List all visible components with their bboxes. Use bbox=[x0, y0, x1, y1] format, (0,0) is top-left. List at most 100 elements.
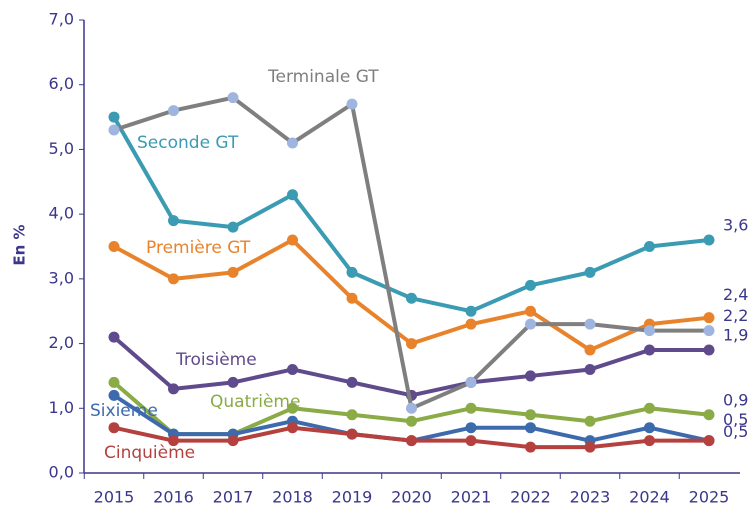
series-name: Cinquième bbox=[104, 443, 195, 463]
point bbox=[168, 435, 179, 447]
point bbox=[584, 318, 596, 330]
point bbox=[346, 409, 358, 421]
point bbox=[346, 98, 358, 110]
point bbox=[644, 241, 655, 252]
y-tick-label: 6,0 bbox=[49, 74, 74, 93]
series-name: Sixième bbox=[90, 401, 158, 421]
point bbox=[406, 402, 417, 414]
x-tick-label: 2020 bbox=[391, 488, 432, 507]
point bbox=[108, 124, 120, 136]
y-tick-label: 3,0 bbox=[49, 268, 74, 287]
value-label: 1,9 bbox=[723, 326, 748, 345]
y-tick-label: 4,0 bbox=[49, 204, 74, 223]
point bbox=[406, 435, 417, 447]
point bbox=[346, 376, 358, 388]
point bbox=[227, 435, 239, 447]
point bbox=[108, 241, 120, 252]
point bbox=[525, 422, 536, 434]
value-label: 0,9 bbox=[723, 390, 748, 409]
point bbox=[465, 376, 477, 388]
point bbox=[644, 402, 655, 414]
point bbox=[703, 234, 715, 246]
x-tick-label: 2019 bbox=[332, 488, 373, 507]
point bbox=[168, 105, 179, 117]
point bbox=[406, 415, 417, 427]
point bbox=[525, 409, 536, 421]
point bbox=[584, 363, 596, 375]
point bbox=[465, 402, 477, 414]
point bbox=[703, 409, 715, 421]
y-tick-label: 7,0 bbox=[49, 10, 74, 29]
point bbox=[287, 363, 298, 375]
point bbox=[525, 441, 536, 453]
x-tick-label: 2017 bbox=[213, 488, 254, 507]
y-tick-label: 0,0 bbox=[49, 463, 74, 482]
point bbox=[287, 189, 298, 201]
point bbox=[346, 266, 358, 278]
point bbox=[406, 292, 417, 304]
point bbox=[227, 92, 239, 104]
point bbox=[703, 325, 715, 337]
x-tick-label: 2021 bbox=[451, 488, 492, 507]
point bbox=[644, 344, 655, 356]
value-label: 3,6 bbox=[723, 216, 748, 235]
point bbox=[287, 422, 298, 434]
series-name: Terminale GT bbox=[267, 67, 379, 87]
x-tick-label: 2025 bbox=[689, 488, 730, 507]
y-axis-label: En % bbox=[11, 224, 29, 265]
point bbox=[525, 370, 536, 382]
value-label: 2,2 bbox=[723, 306, 748, 325]
point bbox=[525, 305, 536, 317]
point bbox=[465, 318, 477, 330]
point bbox=[168, 215, 179, 227]
x-tick-label: 2022 bbox=[510, 488, 551, 507]
point bbox=[644, 325, 655, 337]
y-tick-label: 2,0 bbox=[49, 333, 74, 352]
point bbox=[287, 137, 298, 149]
point bbox=[584, 415, 596, 427]
point bbox=[108, 376, 120, 388]
x-tick-label: 2015 bbox=[94, 488, 135, 507]
point bbox=[465, 435, 477, 447]
point bbox=[108, 422, 120, 434]
point bbox=[287, 402, 298, 414]
point bbox=[703, 435, 715, 447]
series-name: Quatrième bbox=[210, 392, 300, 412]
point bbox=[703, 344, 715, 356]
point bbox=[227, 376, 239, 388]
point bbox=[525, 279, 536, 291]
x-tick-label: 2023 bbox=[570, 488, 611, 507]
point bbox=[108, 111, 120, 123]
point bbox=[108, 331, 120, 343]
point bbox=[584, 344, 596, 356]
y-tick-label: 5,0 bbox=[49, 139, 74, 158]
point bbox=[346, 428, 358, 440]
series-name: Première GT bbox=[146, 238, 251, 258]
value-label: 0,5 bbox=[723, 422, 748, 441]
point bbox=[227, 221, 239, 233]
point bbox=[644, 422, 655, 434]
point bbox=[584, 266, 596, 278]
point bbox=[168, 273, 179, 285]
point bbox=[584, 441, 596, 453]
point bbox=[703, 312, 715, 324]
point bbox=[644, 435, 655, 447]
point bbox=[287, 234, 298, 246]
point bbox=[465, 305, 477, 317]
value-label: 0,5 bbox=[723, 410, 748, 429]
series-name: Troisième bbox=[175, 350, 257, 370]
series-name: Seconde GT bbox=[137, 133, 239, 153]
point bbox=[406, 338, 417, 350]
point bbox=[227, 266, 239, 278]
value-label: 2,4 bbox=[723, 285, 748, 304]
point bbox=[465, 422, 477, 434]
x-tick-label: 2024 bbox=[629, 488, 670, 507]
point bbox=[346, 292, 358, 304]
point bbox=[108, 389, 120, 401]
point bbox=[525, 318, 536, 330]
point bbox=[168, 383, 179, 395]
x-tick-label: 2018 bbox=[272, 488, 313, 507]
x-tick-label: 2016 bbox=[153, 488, 194, 507]
y-tick-label: 1,0 bbox=[49, 398, 74, 417]
